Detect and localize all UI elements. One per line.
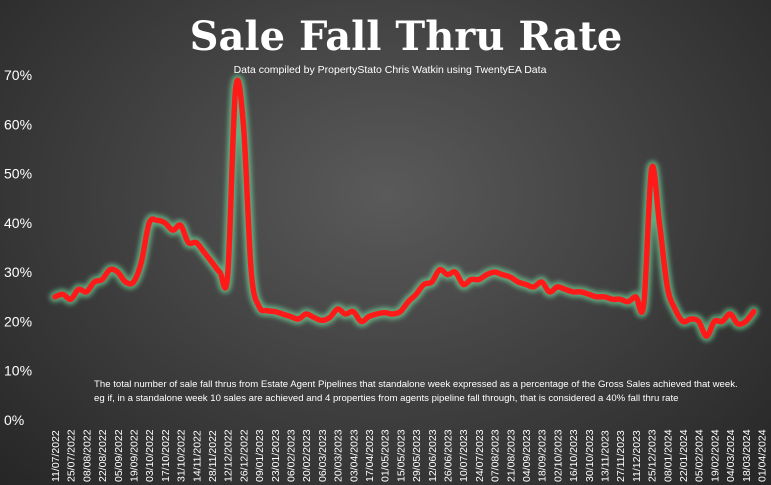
x-tick-label: 12/06/2023 — [427, 429, 439, 482]
x-tick-label: 16/10/2023 — [568, 429, 580, 482]
x-tick-label: 28/11/2022 — [207, 430, 219, 482]
x-tick-label: 18/09/2023 — [537, 429, 549, 482]
x-tick-label: 29/05/2023 — [411, 429, 423, 482]
x-tick-label: 22/08/2022 — [97, 429, 109, 482]
x-axis: 11/07/2022 25/07/2022 08/08/2022 22/08/2022… — [50, 429, 769, 482]
y-tick-label: 30% — [4, 264, 32, 280]
x-tick-label: 30/10/2023 — [584, 429, 596, 482]
x-tick-label: 04/03/2024 — [725, 429, 737, 482]
x-tick-label: 10/07/2023 — [458, 429, 470, 482]
x-tick-label: 15/05/2023 — [395, 429, 407, 482]
x-tick-label: 26/12/2022 — [238, 429, 250, 482]
x-tick-label: 17/04/2023 — [364, 429, 376, 482]
x-tick-label: 19/09/2022 — [129, 429, 141, 482]
x-tick-label: 03/10/2022 — [144, 429, 156, 482]
series-line — [52, 77, 757, 339]
x-tick-label: 26/06/2023 — [443, 429, 455, 482]
x-tick-label: 02/10/2023 — [552, 429, 564, 482]
x-tick-label: 08/08/2022 — [81, 429, 93, 482]
chart-note-line-2: eg if, in a standalone week 10 sales are… — [94, 393, 679, 404]
chart-note-line-1: The total number of sale fall thrus from… — [94, 379, 738, 390]
y-tick-label: 40% — [4, 215, 32, 231]
x-tick-label: 01/05/2023 — [380, 429, 392, 482]
chart-subtitle: Data compiled by PropertyStato Chris Wat… — [234, 64, 547, 76]
x-tick-label: 23/01/2023 — [270, 429, 282, 482]
x-tick-label: 25/12/2023 — [647, 429, 659, 482]
x-tick-label: 03/04/2023 — [348, 429, 360, 482]
y-tick-label: 20% — [4, 313, 32, 329]
x-tick-label: 01/04/2024 — [757, 429, 769, 482]
x-tick-label: 20/03/2023 — [333, 429, 345, 482]
x-tick-label: 22/01/2024 — [678, 429, 690, 482]
x-tick-label: 06/02/2023 — [286, 429, 298, 482]
x-tick-label: 07/08/2023 — [490, 429, 502, 482]
y-tick-label: 0% — [4, 412, 24, 428]
x-tick-label: 27/11/2023 — [615, 430, 627, 482]
x-tick-label: 25/07/2022 — [66, 429, 78, 482]
x-tick-label: 12/12/2022 — [223, 429, 235, 482]
y-axis: 0% 10% 20% 30% 40% 50% 60% 70% — [4, 67, 32, 428]
x-tick-label: 09/01/2023 — [254, 429, 266, 482]
y-tick-label: 10% — [4, 363, 32, 379]
x-tick-label: 24/07/2023 — [474, 429, 486, 482]
x-tick-label: 08/01/2024 — [662, 429, 674, 482]
x-tick-label: 14/11/2022 — [191, 430, 203, 482]
x-tick-label: 05/09/2022 — [113, 429, 125, 482]
x-tick-label: 11/07/2022 — [50, 430, 62, 482]
x-tick-label: 20/02/2023 — [301, 429, 313, 482]
x-tick-label: 17/10/2022 — [160, 429, 172, 482]
chart-title: Sale Fall Thru Rate — [190, 13, 623, 60]
x-tick-label: 05/02/2024 — [694, 429, 706, 482]
y-tick-label: 50% — [4, 166, 32, 182]
x-tick-label: 13/11/2023 — [600, 430, 612, 482]
x-tick-label: 19/02/2024 — [709, 429, 721, 482]
x-tick-label: 31/10/2022 — [176, 429, 188, 482]
x-tick-label: 04/09/2023 — [521, 429, 533, 482]
x-tick-label: 18/03/2024 — [741, 429, 753, 482]
plot-area — [49, 74, 760, 342]
y-tick-label: 60% — [4, 116, 32, 132]
x-tick-label: 11/12/2023 — [631, 430, 643, 482]
y-tick-label: 70% — [4, 67, 32, 83]
x-tick-label: 21/08/2023 — [505, 429, 517, 482]
x-tick-label: 06/03/2023 — [317, 429, 329, 482]
